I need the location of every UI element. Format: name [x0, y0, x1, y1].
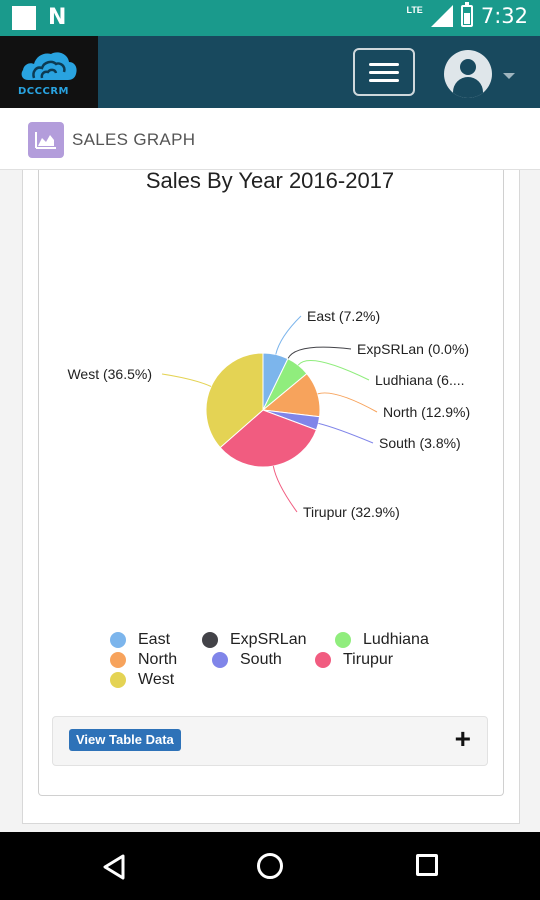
connector-west [161, 373, 212, 387]
slice-label-east: East (7.2%) [307, 308, 380, 324]
legend-item-south[interactable]: South [212, 651, 282, 669]
slice-label-tirupur: Tirupur (32.9%) [303, 504, 400, 520]
slice-label-north: North (12.9%) [383, 404, 470, 420]
plus-icon[interactable]: + [454, 723, 471, 754]
status-bar: N LTE 7:32 [0, 0, 540, 36]
legend-dot [335, 632, 351, 648]
hamburger-menu-button[interactable] [353, 48, 415, 96]
area-chart-icon [28, 122, 64, 158]
avatar-body [453, 77, 483, 98]
legend-dot [110, 672, 126, 688]
cloud-logo-icon [21, 52, 77, 80]
connector-north [317, 392, 378, 413]
view-table-data-button[interactable]: View Table Data [69, 729, 181, 751]
table-data-panel: View Table Data + [52, 716, 488, 766]
home-icon[interactable] [257, 853, 283, 879]
page-title: SALES GRAPH [72, 130, 196, 149]
legend-dot [212, 652, 228, 668]
legend-label: North [138, 651, 178, 668]
legend-row: East ExpSRLan Ludhiana [110, 630, 470, 650]
chart-title: Sales By Year 2016-2017 [145, 168, 395, 193]
avatar-head [460, 59, 476, 75]
legend-dot [202, 632, 218, 648]
navigation-bar [0, 832, 540, 900]
lte-label: LTE [406, 5, 423, 15]
hamburger-icon-line [369, 71, 399, 74]
connector-south [318, 422, 374, 444]
logo-text: DCCCRM [18, 86, 69, 97]
chevron-down-icon[interactable] [503, 73, 515, 79]
back-icon[interactable] [102, 854, 126, 880]
page-title-row: SALES GRAPH [0, 108, 540, 170]
app-logo[interactable]: DCCCRM [0, 36, 98, 108]
slice-label-south: South (3.8%) [379, 435, 461, 451]
hamburger-icon-line [369, 79, 399, 82]
lte-signal-icon [430, 5, 453, 27]
legend-label: Tirupur [343, 651, 394, 668]
legend-row: West [110, 670, 470, 690]
connector-ludhiana [297, 360, 370, 381]
chart-card [38, 170, 504, 796]
user-avatar-icon[interactable] [444, 50, 492, 98]
slice-label-expsrlan: ExpSRLan (0.0%) [357, 341, 469, 357]
legend-item-east[interactable]: East [110, 631, 170, 649]
pie-slice-tirupur[interactable] [219, 409, 318, 468]
app-header: DCCCRM [0, 36, 540, 108]
connector-expsrlan [287, 346, 352, 359]
connector-tirupur [272, 465, 298, 513]
legend-label: East [138, 631, 171, 648]
pie-slice-west[interactable] [205, 352, 264, 449]
legend-item-ludhiana[interactable]: Ludhiana [335, 631, 429, 649]
legend-dot [110, 652, 126, 668]
legend-label: ExpSRLan [230, 631, 307, 648]
legend-item-west[interactable]: West [110, 671, 174, 689]
connector-east [275, 315, 302, 355]
slice-label-west: West (36.5%) [67, 366, 152, 382]
legend-label: Ludhiana [363, 631, 429, 648]
legend-dot [110, 632, 126, 648]
slice-label-ludhiana: Ludhiana (6.... [375, 372, 465, 388]
hamburger-icon [369, 63, 399, 66]
status-time: 7:32 [480, 4, 528, 28]
legend-item-expsrlan[interactable]: ExpSRLan [202, 631, 307, 649]
legend-label: West [138, 671, 175, 688]
notification-box-icon [12, 6, 36, 30]
recent-apps-icon[interactable] [416, 854, 438, 876]
legend-label: South [240, 651, 282, 668]
chart-legend: East ExpSRLan Ludhiana North South Tirupur Wes… [110, 630, 470, 690]
legend-item-north[interactable]: North [110, 651, 177, 669]
legend-dot [315, 652, 331, 668]
legend-row: North South Tirupur [110, 650, 470, 670]
n-app-icon: N [48, 5, 67, 30]
battery-icon [460, 2, 473, 27]
legend-item-tirupur[interactable]: Tirupur [315, 651, 393, 669]
